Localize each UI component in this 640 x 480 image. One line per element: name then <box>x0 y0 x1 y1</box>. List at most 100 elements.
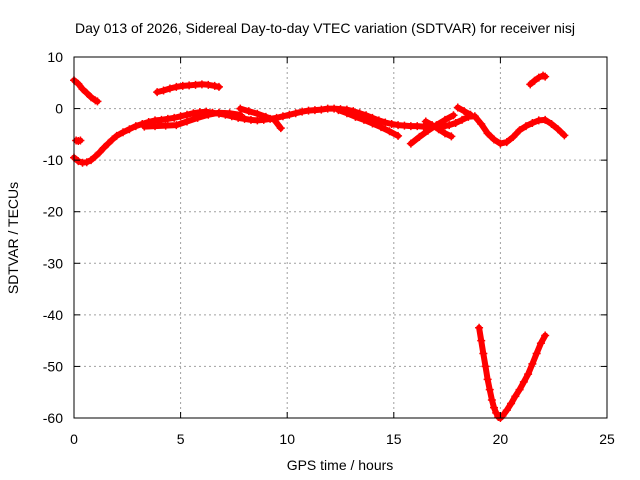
data-point <box>553 125 562 134</box>
data-point <box>74 157 83 166</box>
data-point <box>541 115 550 124</box>
data-point <box>528 119 537 128</box>
data-point <box>131 122 140 131</box>
data-point <box>541 72 550 81</box>
data-point <box>87 93 96 102</box>
data-series <box>70 71 569 422</box>
y-tick-label: 10 <box>47 49 63 65</box>
data-point <box>170 113 179 122</box>
data-point <box>161 121 170 130</box>
data-point <box>483 129 492 138</box>
data-point <box>483 375 492 384</box>
plot-frame <box>73 56 608 419</box>
data-point <box>157 115 166 124</box>
data-point <box>270 115 279 124</box>
series-group <box>475 323 550 422</box>
series-group <box>453 103 475 119</box>
data-point <box>172 82 181 91</box>
data-point <box>285 110 294 119</box>
data-point <box>193 113 202 122</box>
data-point <box>440 129 449 138</box>
series-group <box>334 106 403 140</box>
data-point <box>334 106 343 115</box>
y-axis-label: SDTVAR / TECUs <box>5 182 21 294</box>
data-point <box>99 143 108 152</box>
data-point <box>189 109 198 118</box>
data-point <box>108 135 117 144</box>
data-point <box>204 110 213 119</box>
data-point <box>163 114 172 123</box>
data-point <box>368 119 377 128</box>
data-point <box>449 111 458 120</box>
series-group <box>72 136 85 146</box>
data-point <box>317 105 326 114</box>
data-point <box>421 117 430 126</box>
data-point <box>528 359 537 368</box>
data-point <box>485 385 494 394</box>
y-tick-label: -40 <box>43 307 63 323</box>
data-point <box>182 110 191 119</box>
data-point <box>547 120 556 129</box>
axis-ticks: 0 5 10 15 20 25 10 0 -10 -20 -30 -40 -50 -60 <box>43 49 615 447</box>
data-point <box>406 139 415 148</box>
data-point <box>481 362 490 371</box>
y-tick-label: -20 <box>43 204 63 220</box>
data-point <box>394 131 403 140</box>
data-point <box>78 84 87 93</box>
x-tick-label: 10 <box>279 431 295 447</box>
data-point <box>502 406 511 415</box>
data-point <box>536 339 545 348</box>
data-point <box>440 115 449 124</box>
y-tick-label: -60 <box>43 410 63 426</box>
data-point <box>236 104 245 113</box>
data-point <box>91 152 100 161</box>
data-point <box>204 80 213 89</box>
data-point <box>278 112 287 121</box>
data-point <box>93 97 102 106</box>
data-point <box>351 112 360 121</box>
data-point <box>496 139 505 148</box>
data-point <box>276 124 285 133</box>
x-tick-label: 20 <box>493 431 509 447</box>
data-point <box>511 392 520 401</box>
data-point <box>423 126 432 135</box>
data-point <box>342 109 351 118</box>
data-point <box>519 377 528 386</box>
series-group <box>236 104 285 133</box>
x-tick-label: 15 <box>386 431 402 447</box>
data-point <box>515 126 524 135</box>
x-axis-label: GPS time / hours <box>287 457 394 473</box>
data-point <box>112 131 121 140</box>
data-point <box>95 148 104 157</box>
data-point <box>521 122 530 131</box>
data-point <box>240 114 249 123</box>
data-point <box>165 84 174 93</box>
data-point <box>214 82 223 91</box>
data-point <box>498 411 507 420</box>
series-group <box>421 117 456 141</box>
data-point <box>125 125 134 134</box>
data-point <box>466 110 475 119</box>
data-point <box>151 122 160 131</box>
x-tick-label: 25 <box>599 431 615 447</box>
data-point <box>532 349 541 358</box>
data-point <box>507 399 516 408</box>
data-point <box>261 112 270 121</box>
y-tick-label: -30 <box>43 255 63 271</box>
data-point <box>477 120 486 129</box>
data-point <box>526 80 535 89</box>
data-point <box>541 331 550 340</box>
data-point <box>74 79 83 88</box>
data-point <box>291 109 300 118</box>
x-tick-label: 5 <box>177 431 185 447</box>
data-point <box>104 139 113 148</box>
series-group <box>526 71 550 89</box>
data-point <box>415 132 424 141</box>
chart-title: Day 013 of 2026, Sidereal Day-to-day VTE… <box>75 20 575 36</box>
data-point <box>509 132 518 141</box>
data-point <box>445 121 454 130</box>
data-point <box>140 122 149 131</box>
data-point <box>385 127 394 136</box>
data-point <box>479 349 488 358</box>
